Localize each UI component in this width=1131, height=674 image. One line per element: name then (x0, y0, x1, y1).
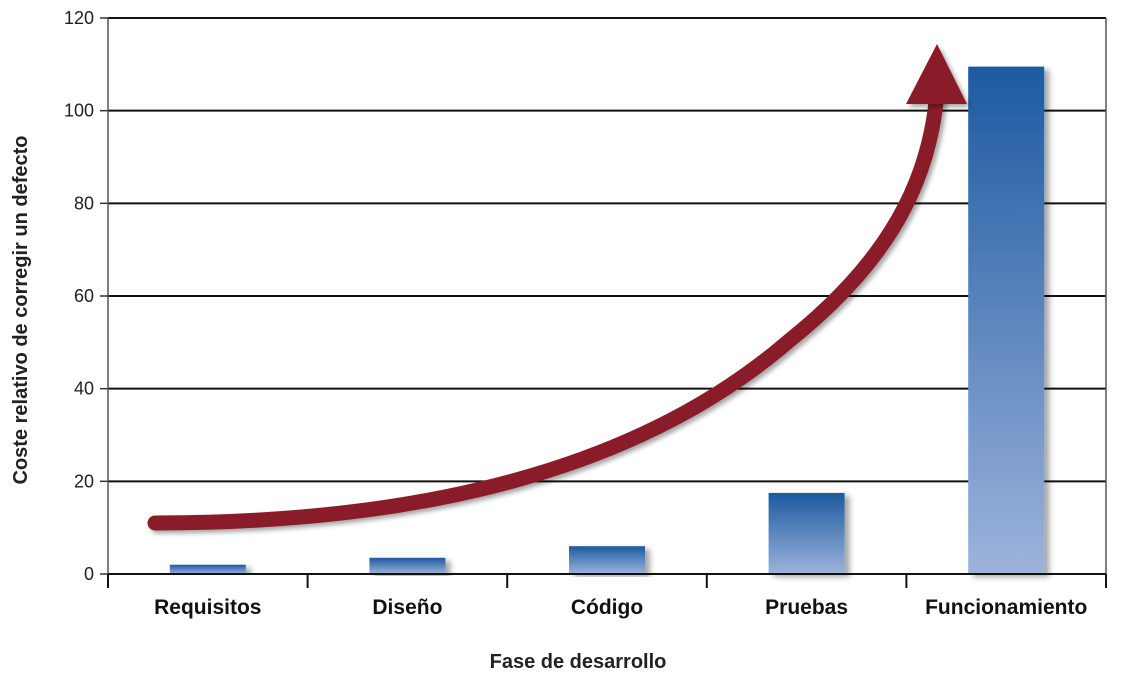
x-tick-label: Funcionamiento (925, 596, 1087, 619)
x-tick-label: Código (571, 596, 643, 619)
grid-lines (108, 17, 1106, 483)
y-tick-label: 20 (74, 471, 94, 491)
bar-funcionamiento (968, 66, 1045, 575)
bar-pruebas (768, 492, 845, 574)
x-tick-label: Diseño (372, 596, 442, 619)
y-tick-label: 120 (64, 8, 94, 28)
x-tick-label: Pruebas (765, 596, 848, 619)
bar-código (569, 546, 645, 574)
x-axis-title: Fase de desarrollo (490, 651, 667, 673)
bar-requisitos (169, 564, 246, 574)
y-tick-label: 40 (74, 379, 94, 399)
y-tick-label: 60 (74, 286, 94, 306)
growth-arrow-head (906, 44, 967, 104)
y-tick-label: 0 (84, 564, 94, 584)
bars (169, 66, 1045, 575)
y-axis-title: Coste relativo de corregir un defecto (10, 136, 32, 485)
x-tick-label: Requisitos (154, 596, 261, 619)
bar-diseño (369, 557, 446, 574)
growth-arrow-shaft (147, 84, 945, 531)
growth-arrow (147, 44, 967, 531)
y-tick-label: 100 (64, 101, 94, 121)
axes: 0 20 40 60 80 100 120 Requisitos Diseño Código Pru… (64, 8, 1107, 619)
y-tick-label: 80 (74, 193, 94, 213)
